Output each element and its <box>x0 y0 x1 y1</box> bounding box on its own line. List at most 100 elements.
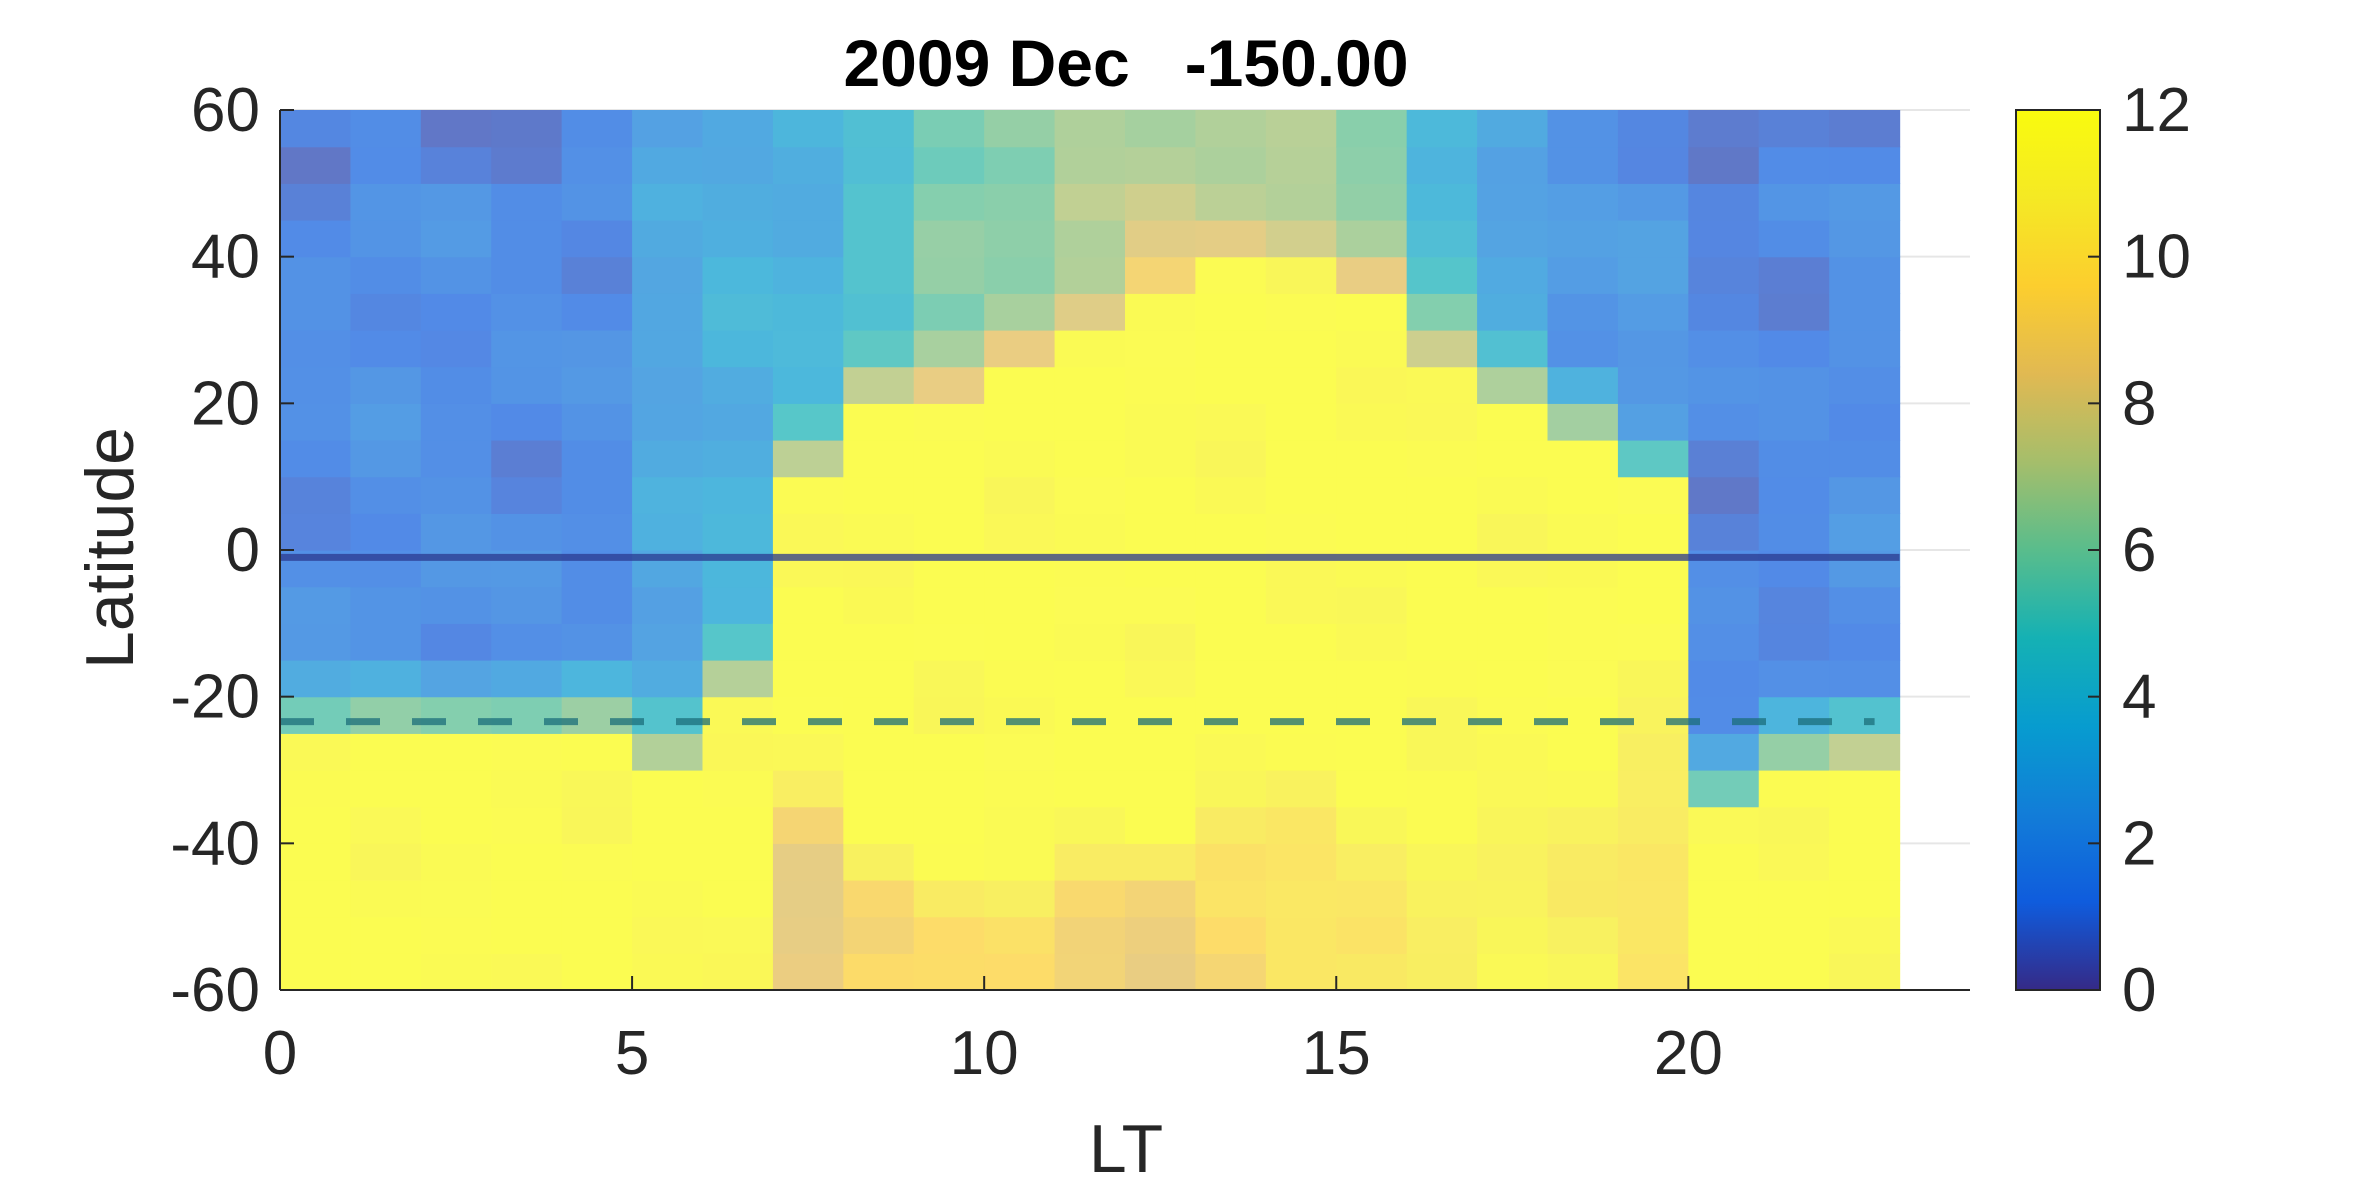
heatmap-cell <box>984 403 1056 441</box>
heatmap-cell <box>913 770 985 808</box>
heatmap-cell <box>1477 220 1549 258</box>
heatmap-cell <box>561 366 633 404</box>
heatmap-cell <box>843 110 915 148</box>
heatmap-cell <box>280 733 352 771</box>
y-tick-label: 20 <box>191 369 260 438</box>
heatmap-cell <box>1125 770 1197 808</box>
heatmap-cell <box>1688 293 1760 331</box>
heatmap-cell <box>420 806 492 844</box>
heatmap-cell <box>350 733 422 771</box>
heatmap-cell <box>1406 953 1478 991</box>
heatmap-cell <box>561 220 633 258</box>
heatmap-cell <box>350 880 422 918</box>
heatmap-cell <box>561 733 633 771</box>
heatmap-cell <box>1054 843 1126 881</box>
heatmap-cell <box>1829 733 1901 771</box>
heatmap-cell <box>1125 586 1197 624</box>
heatmap-cell <box>561 880 633 918</box>
heatmap-cell <box>420 403 492 441</box>
heatmap-cell <box>1125 293 1197 331</box>
heatmap-cell <box>561 110 633 148</box>
heatmap-cell <box>1406 660 1478 698</box>
heatmap-cell <box>491 366 563 404</box>
heatmap-cell <box>1054 696 1126 734</box>
heatmap-cell <box>280 953 352 991</box>
heatmap-cell <box>843 403 915 441</box>
heatmap-cell <box>702 623 774 661</box>
heatmap-cell <box>632 183 704 221</box>
heatmap-cell <box>1195 366 1267 404</box>
heatmap-cell <box>420 110 492 148</box>
heatmap-cell <box>1336 476 1408 514</box>
heatmap-cell <box>1758 770 1830 808</box>
heatmap-cell <box>1406 220 1478 258</box>
heatmap-cell <box>984 623 1056 661</box>
heatmap-cell <box>491 256 563 294</box>
heatmap-cell <box>280 110 352 148</box>
heatmap-cell <box>491 880 563 918</box>
heatmap-cell <box>1547 366 1619 404</box>
heatmap-cell <box>1125 183 1197 221</box>
heatmap-cell <box>491 586 563 624</box>
heatmap-cell <box>984 770 1056 808</box>
heatmap-cell <box>1054 440 1126 478</box>
heatmap-cell <box>843 623 915 661</box>
heatmap-cell <box>561 256 633 294</box>
heatmap-cell <box>1547 586 1619 624</box>
heatmap-cell <box>772 953 844 991</box>
heatmap-cell <box>772 183 844 221</box>
axes: 0 5 10 15 20 60 40 20 0 -20 -40 -60 <box>170 76 1970 1088</box>
heatmap-cell <box>984 953 1056 991</box>
heatmap-cell <box>1054 806 1126 844</box>
x-tick-label: 20 <box>1654 1019 1723 1088</box>
heatmap-cell <box>913 806 985 844</box>
heatmap-cell <box>632 110 704 148</box>
heatmap-cell <box>1265 843 1337 881</box>
heatmap-cell <box>1547 880 1619 918</box>
heatmap-cell <box>1336 953 1408 991</box>
heatmap-cell <box>1758 586 1830 624</box>
heatmap-cell <box>772 330 844 368</box>
heatmap-cell <box>913 403 985 441</box>
heatmap-cell <box>1477 953 1549 991</box>
heatmap-cell <box>1265 366 1337 404</box>
heatmap-cell <box>843 220 915 258</box>
heatmap-cell <box>1617 330 1689 368</box>
heatmap-cell <box>1477 806 1549 844</box>
heatmap-cell <box>1336 110 1408 148</box>
heatmap-cell <box>1617 843 1689 881</box>
heatmap-cell <box>1336 440 1408 478</box>
heatmap-cell <box>1547 843 1619 881</box>
heatmap-cell <box>1406 806 1478 844</box>
heatmap-cell <box>1477 330 1549 368</box>
heatmap-cell <box>280 513 352 551</box>
heatmap-cell <box>491 916 563 954</box>
heatmap-cell <box>632 660 704 698</box>
heatmap-cell <box>280 440 352 478</box>
heatmap-cell <box>702 366 774 404</box>
heatmap-cell <box>1265 440 1337 478</box>
heatmap-cell <box>702 843 774 881</box>
heatmap-cell <box>1547 440 1619 478</box>
heatmap-cell <box>1406 513 1478 551</box>
heatmap-cell <box>350 146 422 184</box>
heatmap-cell <box>1829 440 1901 478</box>
heatmap-cell <box>1125 110 1197 148</box>
heatmap-cell <box>843 916 915 954</box>
heatmap-cell <box>1617 146 1689 184</box>
heatmap-cell <box>420 770 492 808</box>
heatmap-cell <box>772 293 844 331</box>
heatmap-cell <box>1547 696 1619 734</box>
x-tick-label: 5 <box>615 1019 649 1088</box>
heatmap-cell <box>491 330 563 368</box>
heatmap-cell <box>561 696 633 734</box>
heatmap-cell <box>1195 513 1267 551</box>
heatmap-cell <box>1265 146 1337 184</box>
heatmap-cell <box>1336 293 1408 331</box>
heatmap-cell <box>1829 330 1901 368</box>
heatmap-cell <box>702 806 774 844</box>
heatmap-cell <box>1406 696 1478 734</box>
heatmap-cell <box>1195 806 1267 844</box>
heatmap-cell <box>1617 403 1689 441</box>
heatmap-cell <box>420 843 492 881</box>
